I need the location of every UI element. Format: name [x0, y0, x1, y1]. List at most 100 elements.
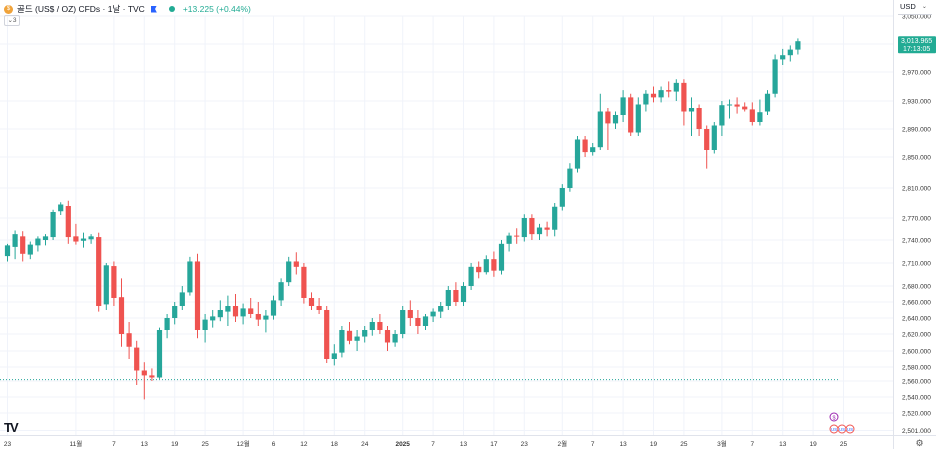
- candle-body: [164, 318, 170, 330]
- candle-body: [346, 330, 353, 341]
- candle-body: [248, 308, 254, 314]
- candle-body: [453, 290, 459, 302]
- chevron-down-icon: ⌄: [921, 4, 927, 10]
- event-marker-circle[interactable]: [829, 412, 839, 422]
- symbol-title[interactable]: 골드 (US$ / OZ) CFDs · 1날 · TVC: [17, 4, 145, 14]
- gold-coin-icon: $: [4, 4, 13, 14]
- candle-body: [210, 316, 216, 321]
- collapse-indicators-button[interactable]: ⌄3: [4, 15, 20, 26]
- candle-body: [422, 316, 429, 326]
- candle-body: [126, 333, 132, 347]
- candle-body: [134, 347, 140, 371]
- flag-icon[interactable]: [150, 5, 157, 13]
- x-tick-label: 25: [840, 441, 848, 448]
- candle-body: [156, 330, 163, 378]
- candle-body: [225, 306, 231, 312]
- candle-body: [286, 261, 292, 283]
- candle-body: [476, 266, 482, 273]
- y-tick-label: 3,050.000: [902, 14, 931, 21]
- currency-divider: [898, 14, 932, 15]
- candle-body: [278, 282, 284, 301]
- candle-body: [354, 336, 360, 341]
- candle-body: [111, 266, 117, 298]
- candle-body: [468, 266, 474, 286]
- y-tick-label: 2,930.000: [902, 99, 931, 106]
- x-tick-label: 23: [4, 441, 12, 448]
- y-tick-label: 2,770.000: [902, 216, 931, 223]
- candle-body: [65, 206, 71, 238]
- x-tick-label: 12: [300, 441, 308, 448]
- x-tick-label: 13: [779, 441, 787, 448]
- candle-body: [529, 218, 535, 235]
- candle-body: [643, 93, 649, 105]
- candle-body: [780, 55, 786, 60]
- last-price-value: 3,013.965: [901, 38, 932, 45]
- x-tick-label: 2025: [395, 441, 410, 448]
- candle-body: [179, 292, 185, 306]
- x-tick-label: 7: [112, 441, 116, 448]
- candle-body: [430, 311, 436, 317]
- candle-body: [536, 227, 543, 235]
- candle-body: [673, 82, 679, 92]
- market-open-dot-icon: [168, 6, 175, 12]
- y-tick-label: 2,660.000: [902, 300, 931, 307]
- candle-body: [483, 259, 489, 273]
- candle-body: [293, 261, 299, 267]
- candle-body: [764, 93, 771, 112]
- x-tick-label: 19: [650, 441, 658, 448]
- currency-selector[interactable]: USD ⌄: [900, 2, 927, 11]
- candle-body: [73, 236, 79, 242]
- y-tick-label: 2,501.000: [902, 428, 931, 435]
- candle-body: [688, 108, 695, 112]
- x-tick-label: 7: [591, 441, 595, 448]
- y-tick-label: 2,540.000: [902, 395, 931, 402]
- candle-body: [88, 236, 94, 240]
- candle-body: [339, 330, 345, 353]
- candle-body: [308, 298, 315, 306]
- y-tick-label: 2,680.000: [902, 284, 931, 291]
- gear-icon[interactable]: ⚙: [915, 438, 924, 448]
- event-markers[interactable]: $US US US: [829, 412, 855, 434]
- us-flag-event-label: US: [847, 427, 853, 432]
- x-tick-label: 7: [431, 441, 435, 448]
- candle-body: [521, 218, 527, 238]
- candle-body: [711, 125, 717, 150]
- candle-body: [4, 245, 11, 257]
- candle-body: [377, 322, 383, 330]
- tradingview-logo-icon[interactable]: TV: [4, 420, 19, 435]
- price-change: +13.225 (+0.44%): [182, 4, 251, 14]
- y-tick-label: 2,810.000: [902, 186, 931, 193]
- candle-body: [392, 334, 398, 343]
- candle-body: [696, 108, 702, 129]
- candle-body: [384, 330, 391, 343]
- candle-body: [658, 90, 664, 98]
- price-axis[interactable]: 2,501.000 2,520.000 2,540.000 2,560.000 2,58…: [893, 0, 932, 449]
- candle-body: [650, 93, 657, 98]
- candle-body: [460, 286, 467, 302]
- candle-body: [498, 243, 505, 271]
- event-marker-label: $: [832, 415, 835, 421]
- candle-body: [415, 318, 421, 326]
- y-tick-label: 2,600.000: [902, 349, 931, 356]
- us-flag-event-label: US: [839, 427, 845, 432]
- candle-body: [27, 244, 33, 255]
- candle-body: [96, 237, 102, 306]
- candle-body: [369, 322, 375, 330]
- candle-body: [635, 104, 641, 133]
- candle-body: [255, 314, 261, 320]
- y-tick-label: 2,520.000: [902, 411, 931, 418]
- candle-body: [620, 97, 626, 115]
- candle-body: [559, 188, 565, 207]
- us-flag-event-circle[interactable]: [845, 424, 855, 434]
- candle-body: [590, 147, 596, 153]
- x-tick-label: 25: [680, 441, 688, 448]
- candle-body: [506, 235, 512, 244]
- candle-body: [324, 310, 330, 359]
- candle-body: [80, 238, 87, 241]
- candle-body: [331, 353, 337, 359]
- candle-body: [362, 330, 368, 337]
- time-axis[interactable]: 23 11월 7 13 19 25 12월 6 12 18 24 2025 7 13 17 23 2월 7 13 19…: [0, 435, 936, 449]
- candle-body: [681, 82, 687, 112]
- x-tick-label: 3월: [717, 439, 727, 448]
- x-tick-label: 7: [750, 441, 754, 448]
